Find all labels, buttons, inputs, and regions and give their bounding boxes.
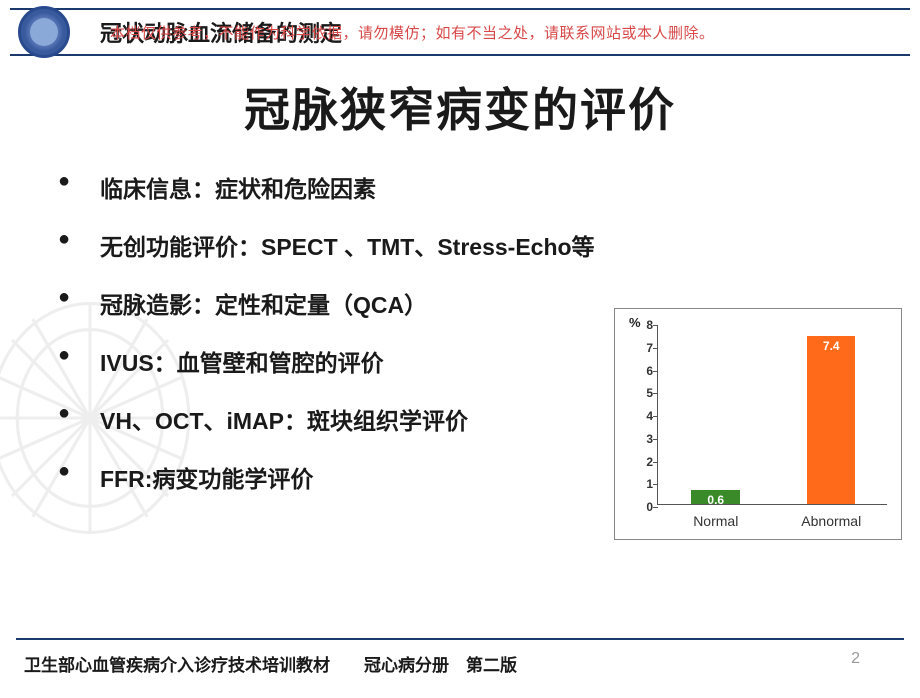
bar-value-label: 7.4 xyxy=(807,339,856,353)
footer-text: 卫生部心血管疾病介入诊疗技术培训教材 冠心病分册 第二版 xyxy=(24,651,517,676)
bar-normal: 0.6 xyxy=(691,490,740,504)
list-item: 临床信息：症状和危险因素 xyxy=(50,170,880,204)
bar-value-label: 0.6 xyxy=(691,493,740,507)
bar-chart: %0123456780.67.4NormalAbnormal xyxy=(614,308,902,540)
x-category-label: Abnormal xyxy=(774,513,890,529)
watermark-text: 本档仅供参考，不能作为科学依据，请勿模仿；如有不当之处，请联系网站或本人删除。 xyxy=(110,22,900,43)
y-tick: 0 xyxy=(637,500,653,514)
page-number: 2 xyxy=(851,650,860,668)
y-tick: 7 xyxy=(637,341,653,355)
y-tick: 2 xyxy=(637,455,653,469)
y-tick: 4 xyxy=(637,409,653,423)
ministry-seal-icon xyxy=(18,6,70,58)
seal-inner xyxy=(30,18,58,46)
list-item: 无创功能评价：SPECT 、TMT、Stress-Echo等 xyxy=(50,228,880,262)
y-tick: 1 xyxy=(637,477,653,491)
y-tick: 3 xyxy=(637,432,653,446)
y-tick: 8 xyxy=(637,318,653,332)
plot-area: 0.6 7.4 xyxy=(658,325,887,504)
y-tick-mark xyxy=(653,507,658,508)
footer-rule xyxy=(16,638,904,640)
page-title: 冠脉狭窄病变的评价 xyxy=(0,74,920,140)
y-tick: 6 xyxy=(637,364,653,378)
y-tick: 5 xyxy=(637,386,653,400)
x-category-label: Normal xyxy=(658,513,774,529)
bar-abnormal: 7.4 xyxy=(807,336,856,504)
